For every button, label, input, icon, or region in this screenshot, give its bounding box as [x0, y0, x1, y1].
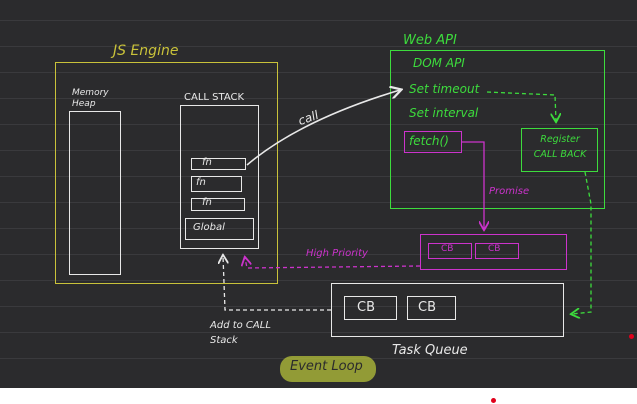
register-callback-label: Register CALL BACK	[533, 134, 587, 160]
stack-frame-fn-1: fn	[191, 157, 246, 170]
add-to-call-stack-label: Add to CALL Stack	[210, 320, 271, 346]
task-cb-label: CB	[418, 300, 436, 315]
js-engine-box	[55, 62, 278, 284]
web-api-item-dom: DOM API	[413, 56, 465, 70]
web-api-item-settimeout: Set timeout	[409, 82, 480, 96]
bottom-strip	[0, 388, 637, 404]
microtask-queue-box	[420, 234, 567, 270]
memory-heap-box	[69, 111, 121, 275]
event-loop-highlight	[280, 356, 376, 382]
microtask-to-callstack-arrow	[245, 258, 421, 269]
high-priority-label: High Priority	[306, 248, 368, 259]
register-to-taskqueue-arrow	[572, 171, 592, 314]
stack-frame-label: fn	[202, 197, 212, 208]
task-cb-1: CB	[344, 296, 397, 320]
promise-label: Promise	[489, 186, 530, 197]
laser-pointer-dot	[491, 398, 496, 403]
stack-frame-global: Global	[185, 218, 254, 240]
fetch-to-microtask-arrow	[462, 141, 484, 229]
task-queue-label: Task Queue	[392, 343, 468, 358]
stack-frame-fn-3: fn	[191, 197, 245, 211]
memory-heap-label: Memory Heap	[72, 88, 109, 109]
web-api-item-setinterval: Set interval	[409, 106, 479, 120]
taskqueue-to-callstack-arrow	[223, 256, 331, 311]
timeout-to-register-arrow	[486, 91, 556, 121]
register-callback-box	[521, 128, 598, 172]
microtask-cb-label: CB	[488, 244, 501, 254]
whiteboard: JS Engine Memory Heap CALL STACK fn fn f…	[0, 0, 637, 388]
call-arrow	[246, 90, 400, 166]
event-loop-label: Event Loop	[290, 359, 363, 374]
web-api-box	[390, 50, 605, 209]
microtask-cb-1: CB	[428, 243, 472, 259]
microtask-cb-2: CB	[475, 243, 519, 259]
call-stack-box	[180, 105, 259, 249]
task-cb-2: CB	[407, 296, 456, 320]
stack-frame-label: Global	[193, 222, 225, 233]
web-api-item-fetch: fetch()	[409, 134, 449, 148]
connector-arrows	[0, 0, 592, 388]
stack-frame-label: fn	[202, 157, 212, 168]
microtask-cb-label: CB	[441, 244, 454, 254]
call-stack-label: CALL STACK	[184, 92, 245, 103]
stack-frame-label: fn	[196, 177, 206, 188]
task-queue-box	[331, 283, 564, 337]
stack-frame-fn-2: fn	[191, 176, 242, 192]
js-engine-title: JS Engine	[113, 43, 179, 59]
laser-pointer-dot	[629, 334, 634, 339]
web-api-title: Web API	[403, 33, 457, 48]
fetch-box	[404, 131, 462, 153]
task-cb-label: CB	[357, 300, 375, 315]
